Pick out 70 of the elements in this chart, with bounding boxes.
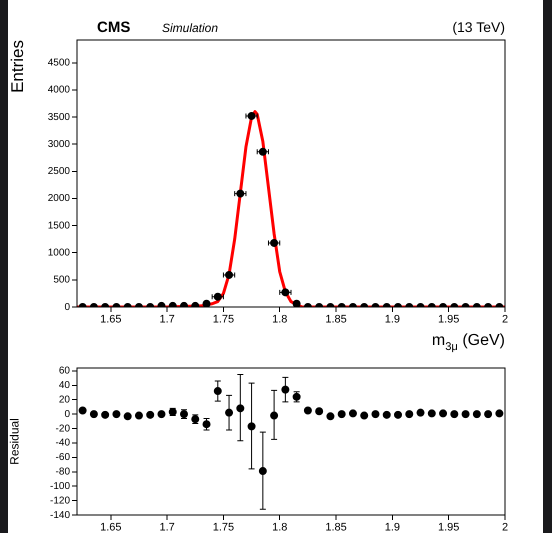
text: (13 TeV) [452,19,505,35]
point [146,410,154,419]
point [112,410,120,418]
x-tick-label: 1.7 [159,522,175,533]
y-tick-label: 500 [53,274,70,286]
x-tick-label: 1.8 [272,522,288,533]
point [450,410,458,418]
x-tick-label: 1.9 [384,314,400,326]
x-tick-label: 1.7 [159,314,175,326]
point [134,412,143,420]
x-tick-label: 1.65 [100,314,122,326]
y-axis-title: Entries [8,40,27,93]
y-tick-label: -100 [50,480,70,492]
point [304,406,312,415]
x-tick-label: 1.75 [212,314,234,326]
point [405,410,414,418]
x-tick-label: 2 [502,522,508,533]
point [157,410,166,418]
x-tick-label: 1.95 [438,522,460,533]
y-tick-label: 0 [64,408,70,420]
y-tick-label: 20 [58,394,70,406]
point [338,410,346,418]
y-tick-label: 2500 [48,166,70,178]
y-axis-title: Residual [8,418,22,465]
y-tick-label: -140 [50,510,70,521]
x-tick-label: 1.85 [325,522,347,533]
point [315,407,324,416]
y-tick-label: 2000 [48,193,70,204]
y-tick-label: -40 [56,438,70,449]
x-tick-label: 1.95 [438,314,460,326]
y-tick-label: -120 [50,495,70,506]
point [484,410,492,418]
y-tick-label: -60 [56,452,70,464]
x-tick-label: 2 [502,314,508,326]
y-tick-label: 4000 [48,84,70,96]
point [360,412,368,420]
text: Simulation [162,21,218,35]
point [382,410,391,419]
y-tick-label: -80 [56,466,70,478]
point [428,409,436,418]
y-tick-label: 4500 [48,58,70,69]
point [416,408,425,417]
text: CMS [97,19,130,36]
point [90,410,98,418]
y-tick-label: 40 [58,380,70,392]
point [202,300,211,307]
point [439,409,448,418]
point [462,410,470,418]
point [394,410,402,419]
y-tick-label: 1500 [48,220,70,232]
point [101,410,110,419]
point [472,410,481,418]
x-tick-label: 1.9 [384,522,400,533]
point [326,412,334,420]
y-tick-label: 1000 [48,247,70,258]
point [124,412,132,420]
x-tick-label: 1.75 [212,522,234,533]
y-tick-label: 60 [58,366,70,377]
y-tick-label: 3000 [48,138,70,150]
point [292,300,301,307]
x-tick-label: 1.65 [100,522,122,533]
y-tick-label: -20 [56,423,70,434]
y-tick-label: 0 [64,302,70,313]
x-tick-label: 1.8 [272,314,288,326]
point [78,406,87,415]
x-tick-label: 1.85 [325,314,347,326]
y-tick-label: 3500 [48,112,70,123]
point [371,410,380,418]
point [348,409,357,418]
point [495,409,504,418]
